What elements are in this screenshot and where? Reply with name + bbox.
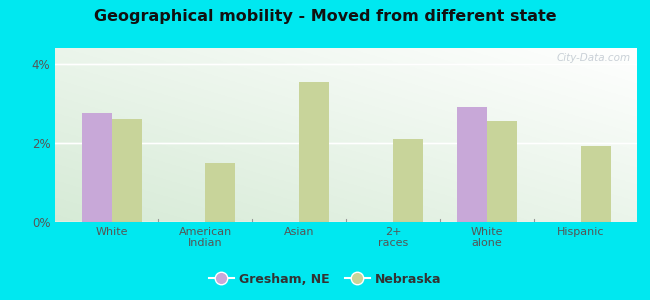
- Legend: Gresham, NE, Nebraska: Gresham, NE, Nebraska: [204, 268, 446, 291]
- Text: City-Data.com: City-Data.com: [557, 53, 631, 63]
- Bar: [205, 163, 235, 222]
- Bar: [112, 119, 142, 222]
- Bar: [299, 82, 330, 222]
- Bar: [81, 113, 112, 222]
- Bar: [457, 107, 487, 222]
- Bar: [487, 121, 517, 222]
- Bar: [393, 139, 423, 222]
- Bar: [580, 146, 611, 222]
- Text: Geographical mobility - Moved from different state: Geographical mobility - Moved from diffe…: [94, 9, 556, 24]
